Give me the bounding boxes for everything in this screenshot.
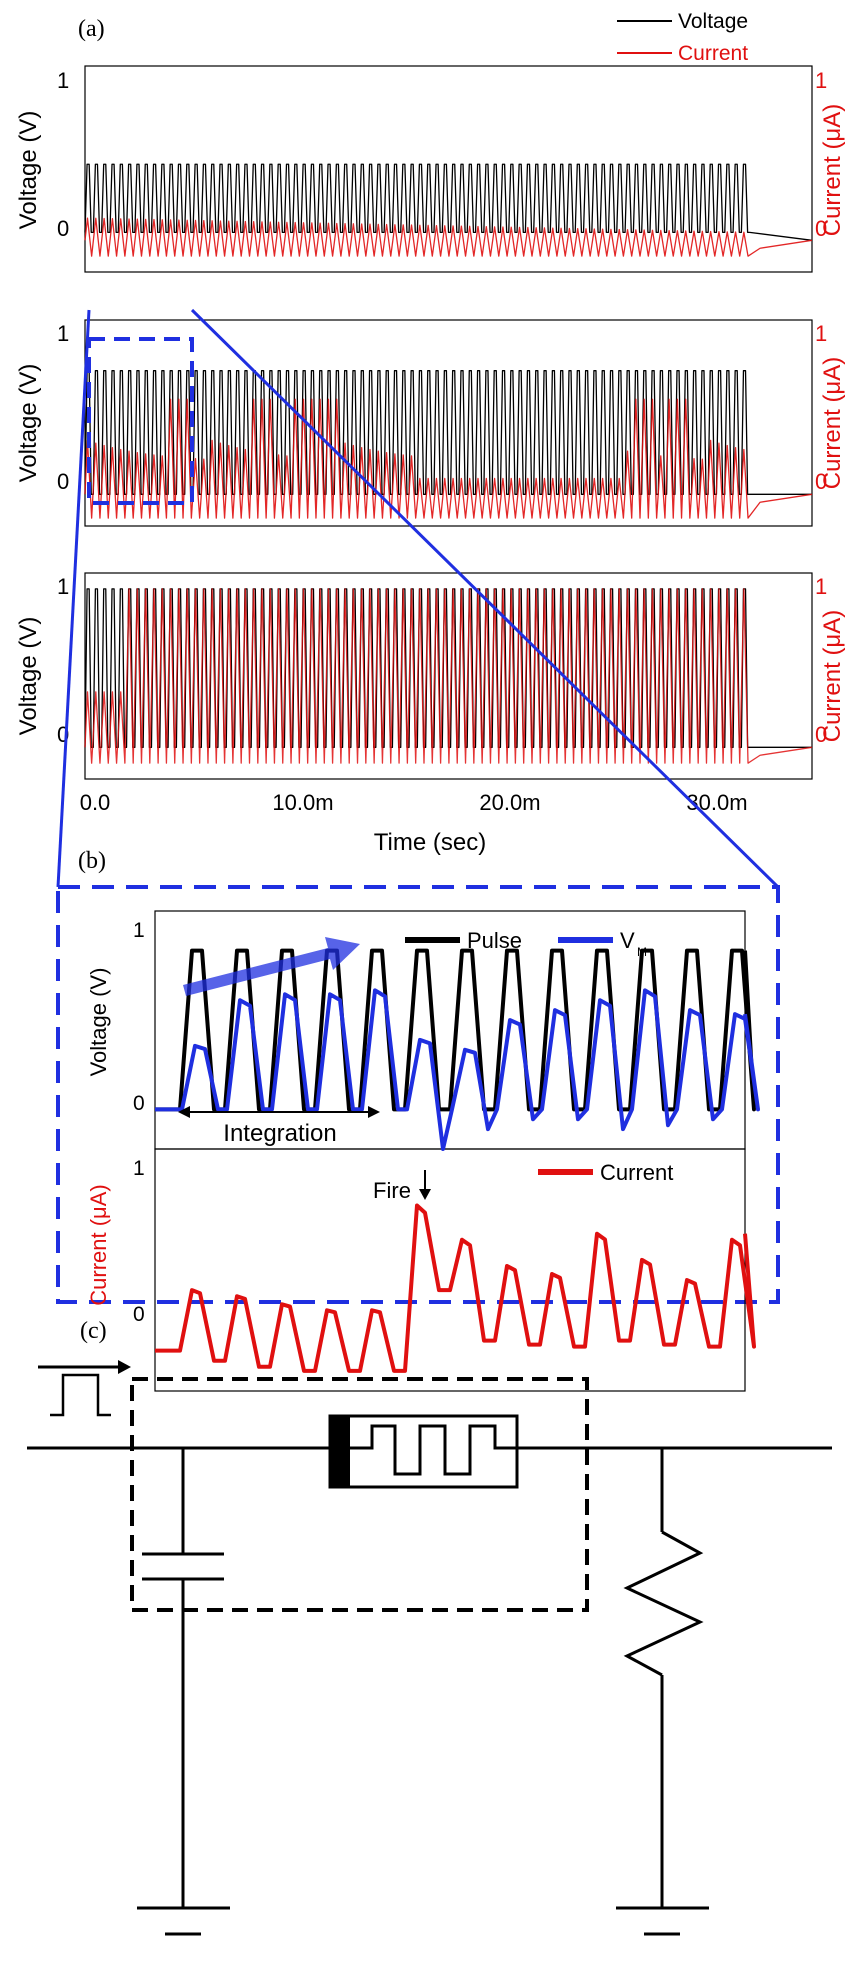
- a-yticks: 1 0 1 0 1 0 1 0 1 0 1 0: [57, 68, 827, 747]
- vm-trace: [155, 988, 760, 1151]
- a-bottom-ylabel-right: Current (μA): [819, 610, 846, 743]
- memristor-polarity-band: [330, 1416, 350, 1487]
- legend-current-b-label: Current: [600, 1160, 673, 1185]
- a-top-ytick-0-left: 0: [57, 216, 69, 241]
- input-pulse-symbol: [50, 1373, 111, 1417]
- voltage-trace: [84, 163, 813, 241]
- circuit-diagram: [27, 1360, 832, 1936]
- memristor-body: [328, 1414, 519, 1489]
- legend-b: Pulse V M Current: [405, 928, 673, 1185]
- zoom-connector-left: [56, 309, 91, 888]
- a-middle-ylabel-right: Current (μA): [819, 357, 846, 490]
- zoom-source-box: [87, 337, 194, 505]
- neuron-boundary: [130, 1377, 589, 1612]
- legend-a: Voltage Current: [617, 10, 748, 65]
- a-bottom-ytick-1-right: 1: [815, 574, 827, 599]
- current-trace: [84, 217, 813, 257]
- a-middle-ytick-1-right: 1: [815, 321, 827, 346]
- a-bottom-traces: [84, 588, 813, 764]
- b-top-ytick-1: 1: [133, 919, 145, 942]
- a-xtick-20m: 20.0m: [479, 790, 540, 815]
- legend-current-label: Current: [678, 42, 748, 65]
- a-top-ytick-1-left: 1: [57, 68, 69, 93]
- integration-trend-arrow: [183, 937, 360, 996]
- axes-b-bottom-frame: [154, 1148, 746, 1392]
- legend-vm-subscript: M: [637, 945, 647, 959]
- a-xtick-0: 0.0: [80, 790, 111, 815]
- panel-label-c: (c): [80, 1318, 107, 1344]
- memristor-symbol: [350, 1424, 517, 1476]
- legend-pulse-label: Pulse: [467, 928, 522, 953]
- fire-label: Fire: [373, 1178, 411, 1203]
- a-bottom-ytick-0-right: 0: [815, 722, 827, 747]
- b-bottom-traces: [155, 1203, 756, 1373]
- panel-label-b: (b): [78, 848, 106, 874]
- integration-arrowhead-left: [178, 1106, 190, 1118]
- current-trace: [84, 398, 813, 519]
- b-bottom-ytick-1: 1: [133, 1157, 145, 1180]
- legend-voltage-label: Voltage: [678, 10, 748, 33]
- axes-a-middle-frame: [84, 319, 813, 527]
- a-xtick-10m: 10.0m: [272, 790, 333, 815]
- a-bottom-ytick-1-left: 1: [57, 574, 69, 599]
- a-xlabel: Time (sec): [374, 829, 486, 856]
- a-middle-ylabel-left: Voltage (V): [15, 364, 42, 483]
- a-top-ytick-1-right: 1: [815, 68, 827, 93]
- a-middle-ytick-1-left: 1: [57, 321, 69, 346]
- integration-label: Integration: [223, 1120, 336, 1147]
- a-top-ylabel-right: Current (μA): [819, 104, 846, 237]
- fire-annotation: Fire: [373, 1170, 431, 1203]
- b-bottom-ylabel: Current (μA): [86, 1184, 111, 1305]
- input-direction-arrowhead: [118, 1360, 131, 1374]
- current-b-trace: [155, 1203, 756, 1373]
- a-xtick-30m: 30.0m: [686, 790, 747, 815]
- panel-label-a: (a): [78, 16, 105, 42]
- b-bottom-ytick-0: 0: [133, 1303, 145, 1326]
- a-top-traces: [84, 163, 813, 257]
- fire-arrowhead: [419, 1189, 431, 1200]
- resistor-zigzag: [623, 1530, 704, 1677]
- legend-vm-label: V: [620, 928, 635, 953]
- a-middle-traces: [84, 370, 813, 519]
- current-trace: [84, 588, 813, 764]
- b-top-ylabel: Voltage (V): [86, 968, 111, 1077]
- zoom-connector-right: [190, 308, 780, 889]
- b-top-ytick-0: 0: [133, 1092, 145, 1115]
- axes-a-bottom-frame: [84, 572, 813, 780]
- integration-arrowhead-right: [368, 1106, 380, 1118]
- integration-annotation: Integration: [178, 1106, 380, 1147]
- a-xticks: 0.0 10.0m 20.0m 30.0m: [80, 790, 748, 815]
- b-top-traces: [155, 948, 760, 1151]
- zoom-detail-box: [56, 885, 780, 1304]
- a-middle-ytick-0-left: 0: [57, 469, 69, 494]
- axes-a-top-frame: [84, 65, 813, 273]
- a-middle-ytick-0-right: 0: [815, 469, 827, 494]
- a-top-ylabel-left: Voltage (V): [15, 111, 42, 230]
- a-top-ytick-0-right: 0: [815, 216, 827, 241]
- a-bottom-ylabel-left: Voltage (V): [15, 617, 42, 736]
